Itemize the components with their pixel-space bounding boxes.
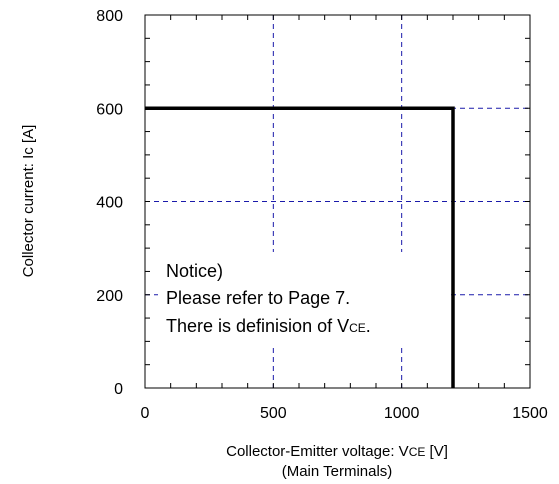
x-tick-label-0: 0	[141, 405, 150, 422]
y-tick-label-800: 800	[96, 8, 123, 25]
x-tick-labels: 0 500 1000 1500	[141, 405, 548, 422]
annotation-line-3-suffix: .	[366, 316, 371, 336]
annotation-line-2: Please refer to Page 7.	[166, 288, 350, 308]
y-tick-label-200: 200	[96, 288, 123, 305]
annotation-background	[158, 252, 450, 344]
series-line-0	[145, 106, 455, 388]
x-tick-label-1000: 1000	[384, 405, 420, 422]
y-axis-label: Collector current: Ic [A]	[20, 125, 37, 278]
annotation-line-1: Notice)	[166, 261, 223, 281]
annotation-line-3: There is definision of VCE.	[166, 316, 371, 336]
annotation-line-3-prefix: There is definision of V	[166, 316, 349, 336]
y-tick-label-400: 400	[96, 195, 123, 212]
series-layer	[145, 106, 455, 388]
x-axis-label-main: Collector-Emitter voltage: V	[226, 443, 409, 460]
x-tick-label-1500: 1500	[512, 405, 548, 422]
y-tick-label-600: 600	[96, 101, 123, 118]
minor-ticks	[145, 15, 530, 388]
y-tick-label-0: 0	[114, 381, 123, 398]
plot-frame	[144, 14, 531, 389]
x-axis-label: Collector-Emitter voltage: VCE [V]	[226, 443, 448, 460]
x-axis-label-line-2: (Main Terminals)	[282, 463, 393, 480]
x-axis-label-unit: [V]	[425, 443, 448, 460]
y-tick-labels: 0 200 400 600 800	[96, 8, 123, 398]
x-axis-label-subscript: CE	[409, 445, 426, 459]
annotation-line-3-subscript: CE	[349, 321, 366, 335]
x-tick-label-500: 500	[260, 405, 287, 422]
